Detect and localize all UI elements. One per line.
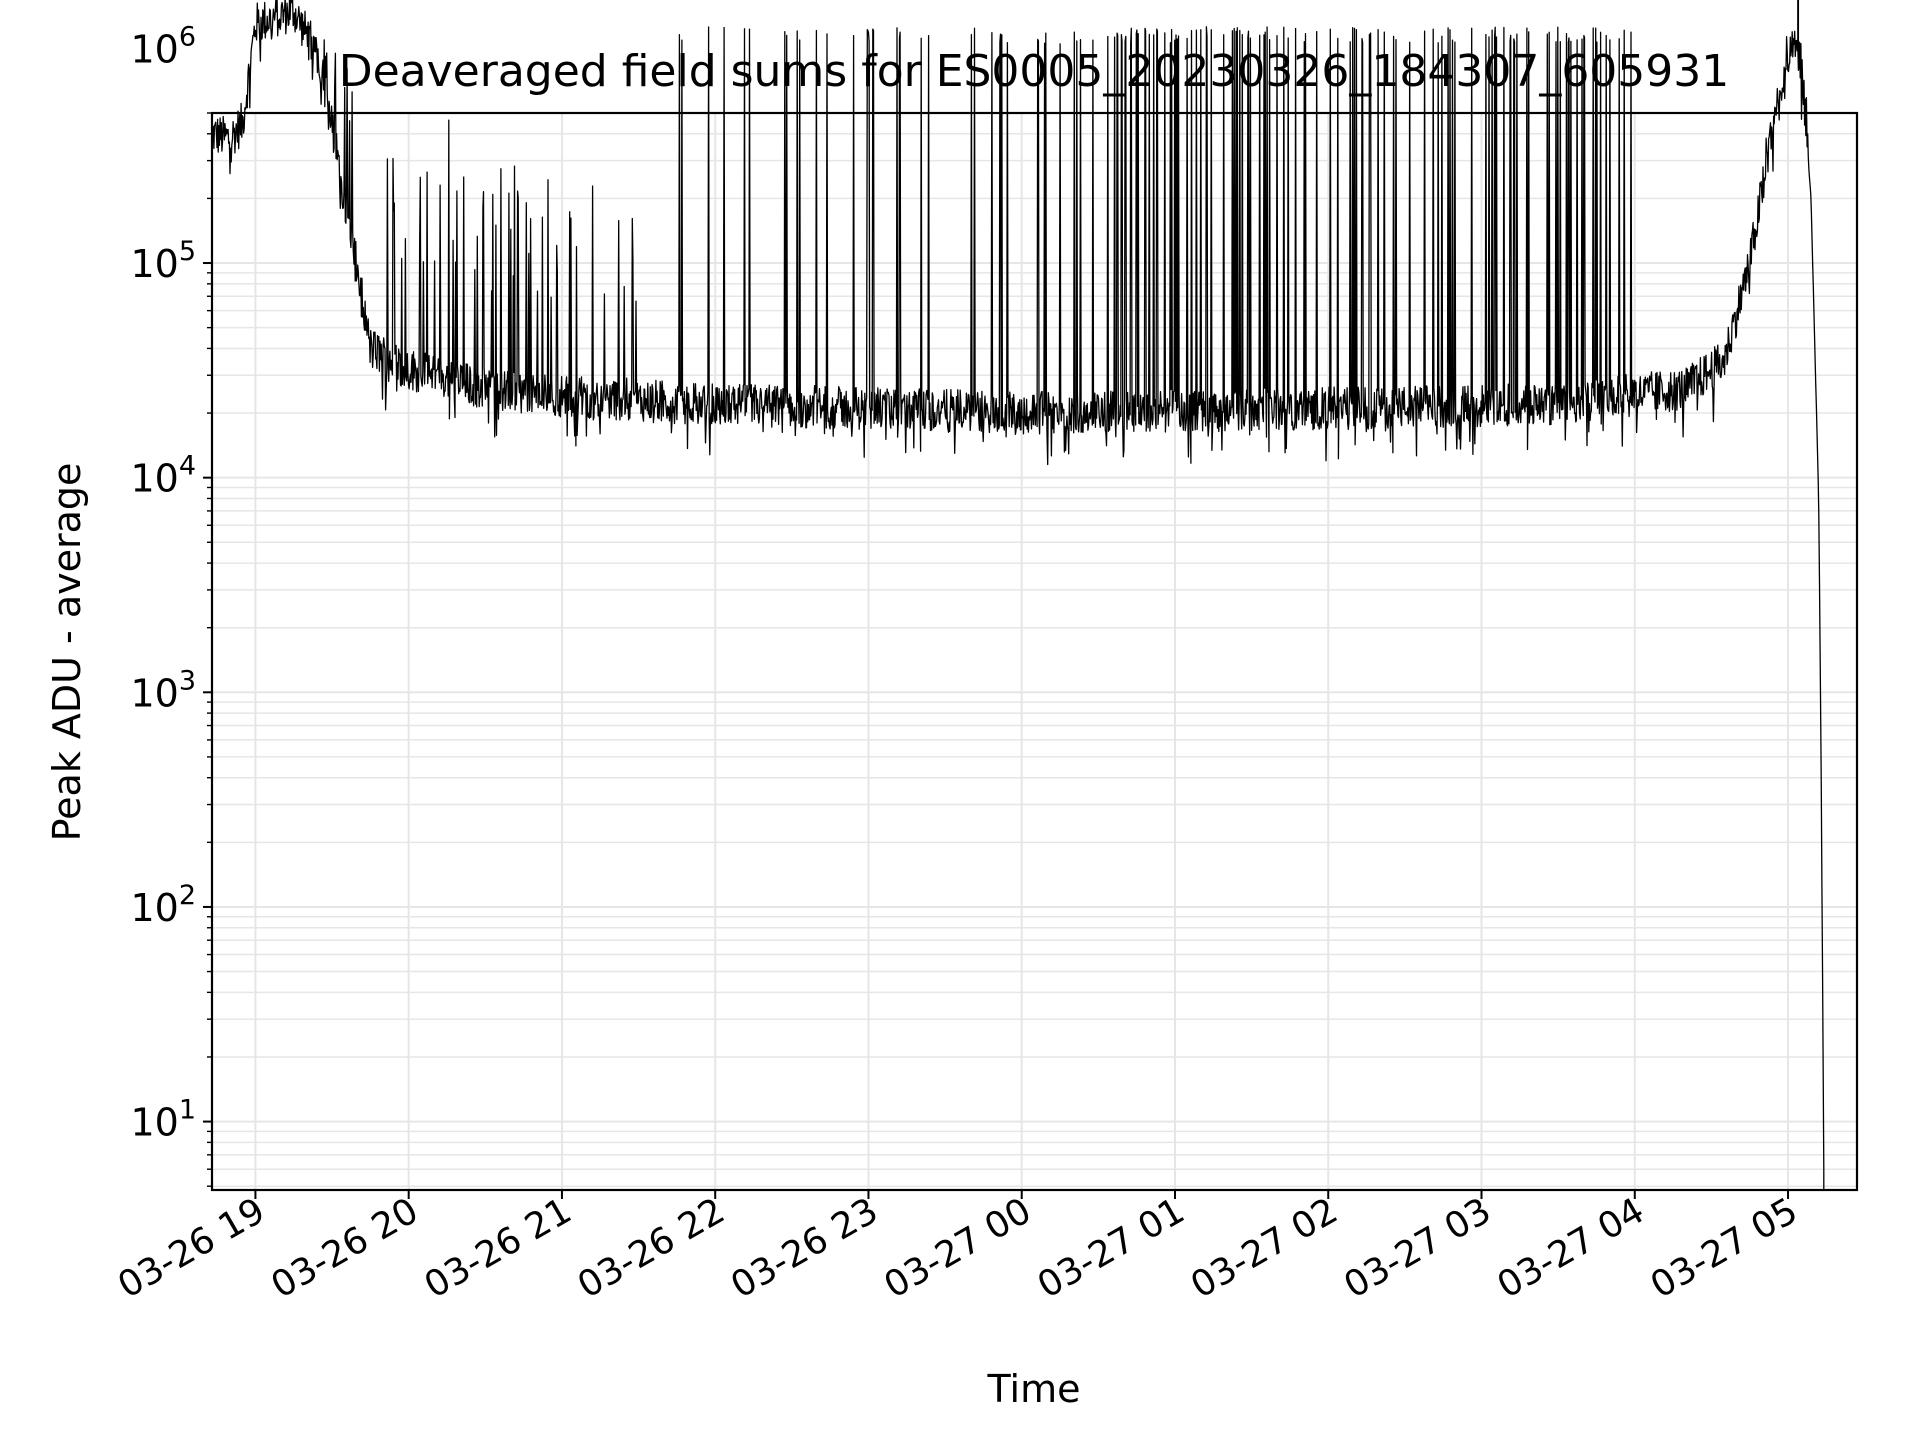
y-tick-label: 101 [130,1095,196,1145]
series-layer [211,0,1825,1190]
x-axis-label: Time [987,1367,1081,1411]
x-tick-label: 03-27 03 [1337,1190,1498,1306]
chart-title: Deaveraged field sums for ES0005_2023032… [339,46,1730,97]
x-tick-label: 03-26 19 [111,1190,272,1306]
plot-frame [210,111,1859,1192]
x-tick-label: 03-26 23 [724,1190,885,1306]
x-tick-label: 03-27 05 [1644,1190,1805,1306]
y-tick-label: 104 [130,451,196,501]
x-tick-label: 03-26 22 [571,1190,732,1306]
x-tick-label: 03-27 01 [1031,1190,1192,1306]
x-tick-label: 03-27 00 [878,1190,1039,1306]
y-axis-label: Peak ADU - average [45,463,89,842]
y-axis: 101 102 103 104 105 106 [130,21,212,1187]
y-tick-label: 105 [130,236,196,286]
x-tick-label: 03-26 21 [418,1190,579,1306]
x-tick-label: 03-27 04 [1491,1190,1652,1306]
series-line [211,0,1825,1190]
x-tick-label: 03-26 20 [265,1190,426,1306]
x-tick-label: 03-27 02 [1184,1190,1345,1306]
y-tick-label: 102 [130,880,196,930]
y-tick-label: 103 [130,665,196,715]
y-tick-label: 106 [130,21,196,71]
